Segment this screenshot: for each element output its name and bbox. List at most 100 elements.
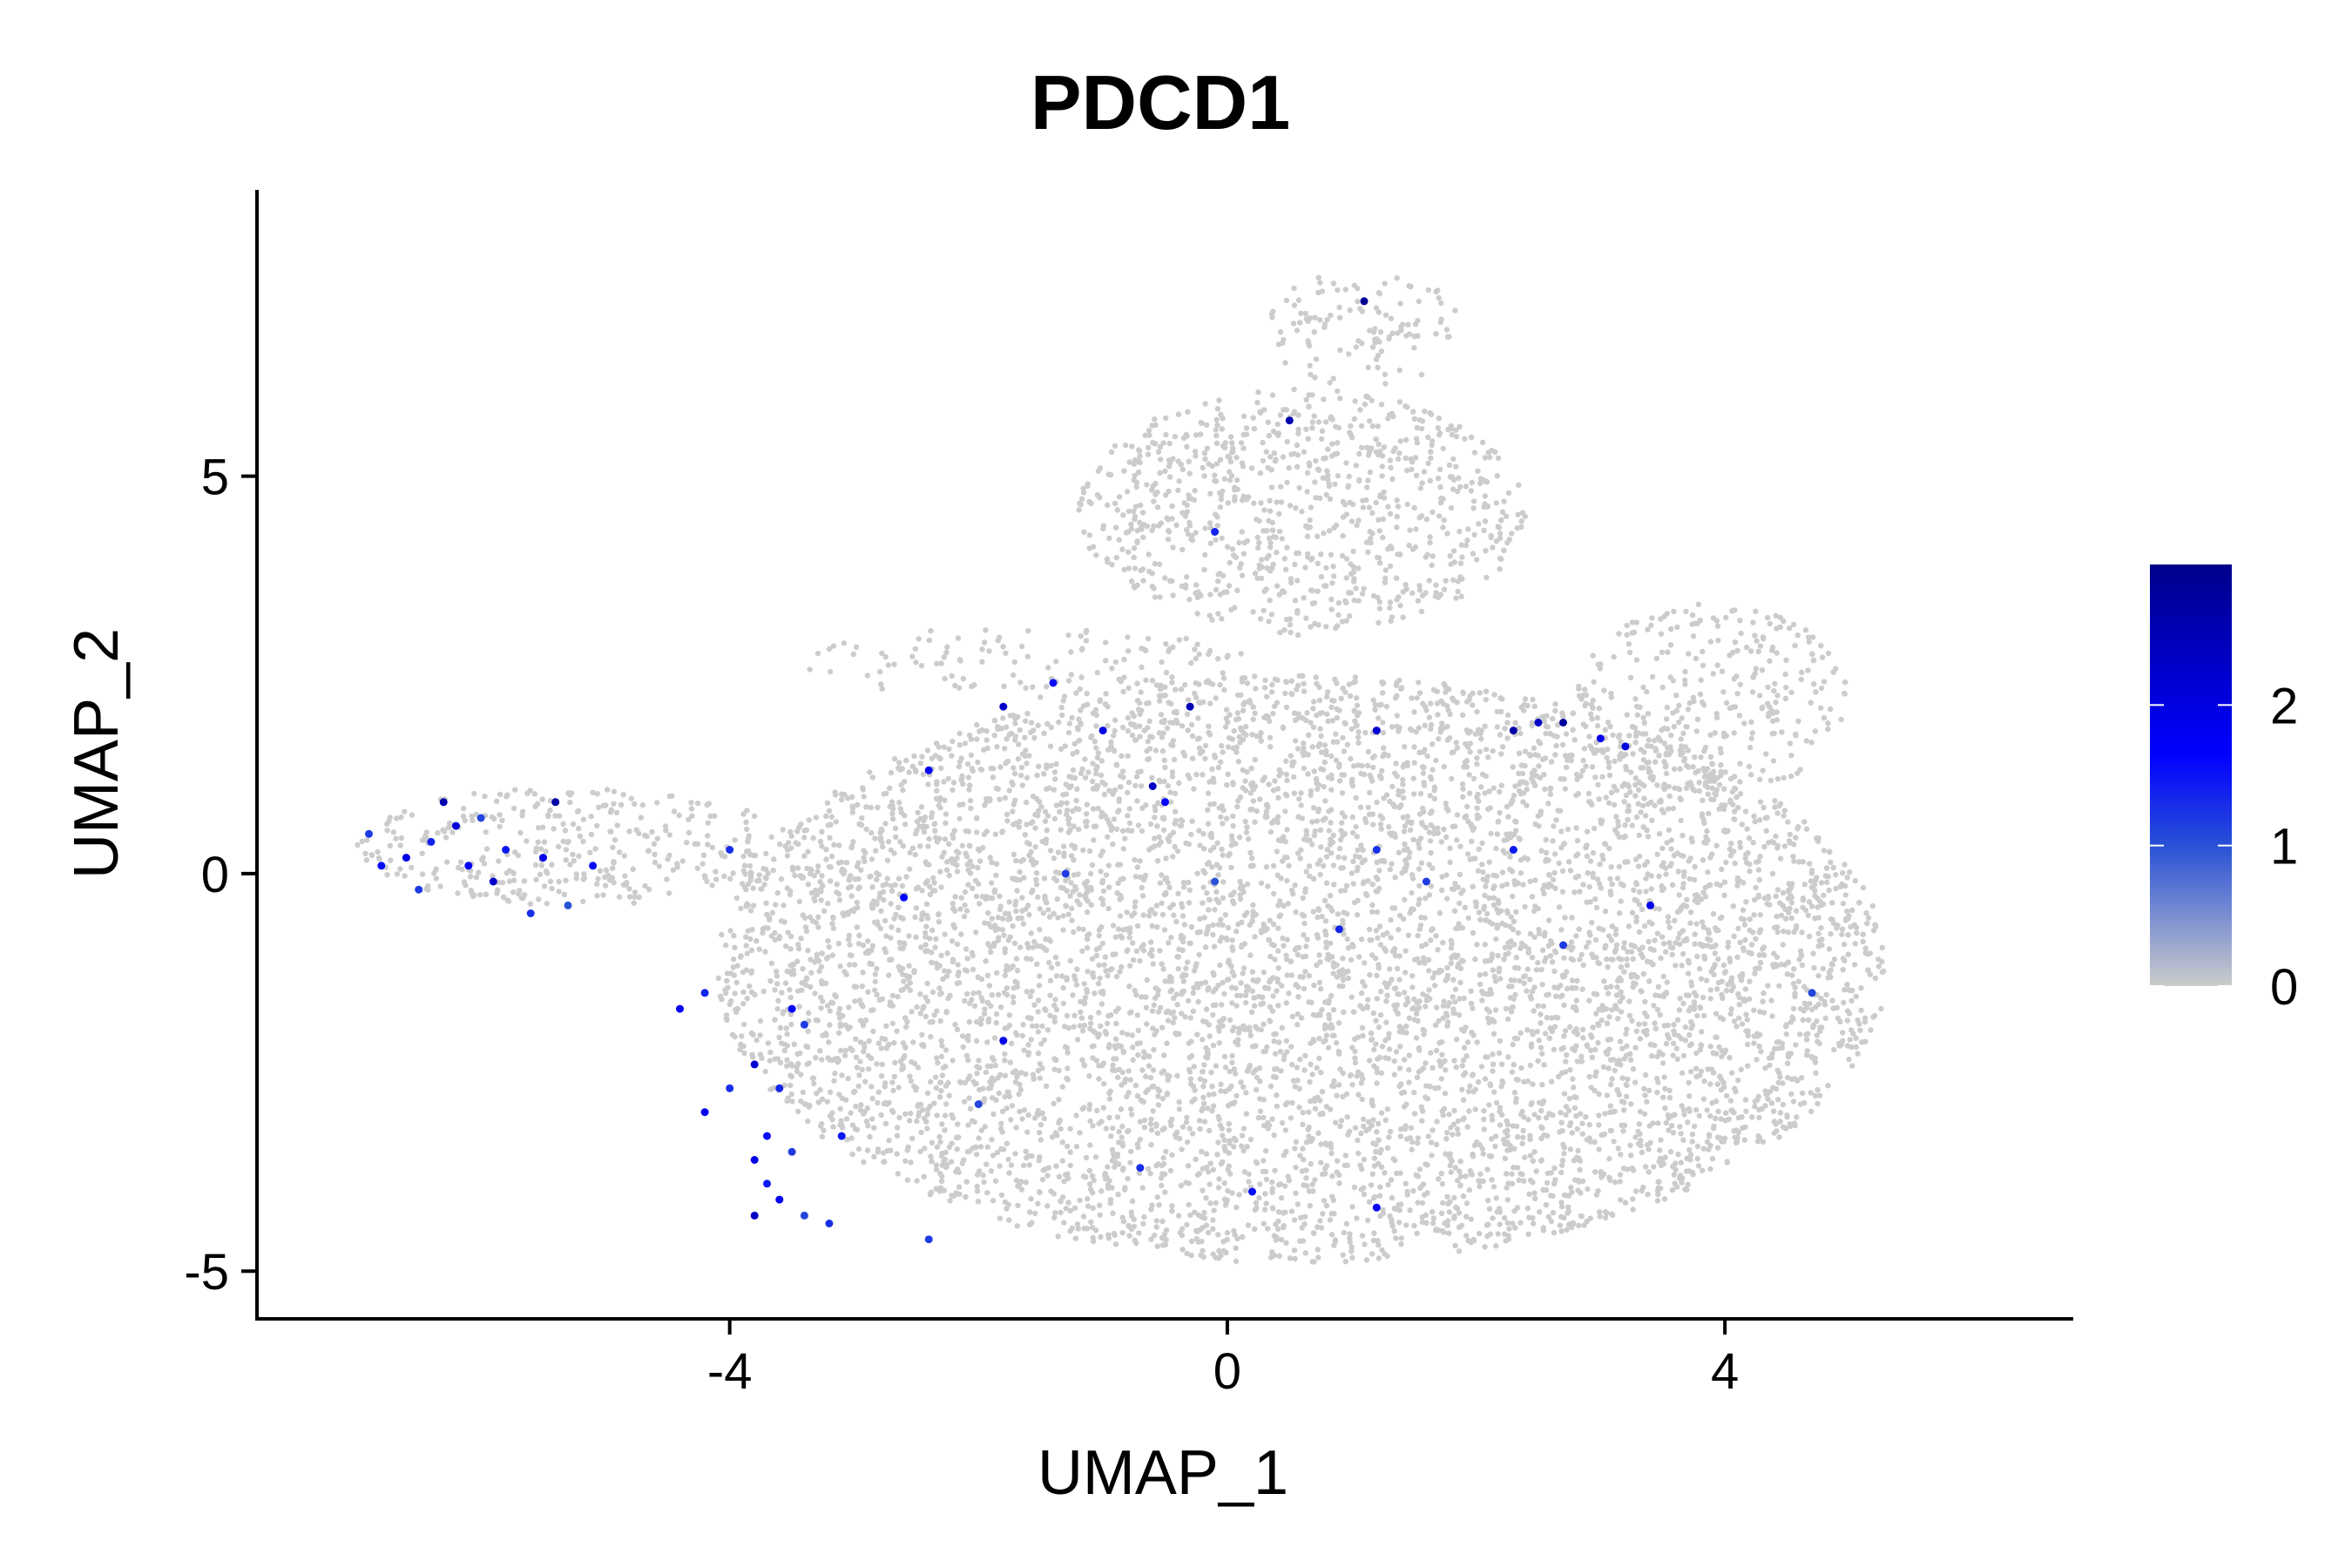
background-cell-point [818, 963, 825, 970]
background-cell-point [1369, 1037, 1375, 1044]
background-cell-point [1420, 764, 1426, 770]
background-cell-point [590, 789, 596, 795]
background-cell-point [1317, 827, 1324, 834]
background-cell-point [1357, 804, 1364, 810]
background-cell-point [1026, 911, 1032, 918]
background-cell-point [996, 1090, 1003, 1097]
background-cell-point [1371, 1046, 1377, 1053]
background-cell-point [1641, 923, 1648, 929]
background-cell-point [723, 990, 729, 997]
background-cell-point [1194, 1172, 1201, 1178]
background-cell-point [1732, 860, 1738, 867]
background-cell-point [760, 988, 767, 995]
background-cell-point [1486, 895, 1492, 902]
background-cell-point [1659, 934, 1666, 940]
background-cell-point [1173, 991, 1179, 997]
background-cell-point [483, 829, 489, 835]
background-cell-point [1602, 841, 1609, 848]
background-cell-point [1564, 1051, 1570, 1058]
background-cell-point [1449, 775, 1455, 782]
background-cell-point [970, 990, 977, 997]
background-cell-point [1403, 1222, 1409, 1228]
background-cell-point [837, 1021, 843, 1027]
background-cell-point [1311, 768, 1317, 774]
background-cell-point [1781, 928, 1787, 935]
background-cell-point [1267, 953, 1274, 960]
background-cell-point [1680, 832, 1686, 839]
background-cell-point [1206, 1127, 1213, 1134]
background-cell-point [611, 801, 617, 807]
background-cell-point [954, 855, 960, 862]
background-cell-point [1767, 1062, 1773, 1069]
background-cell-point [445, 824, 451, 831]
background-cell-point [1804, 1048, 1810, 1054]
background-cell-point [1608, 983, 1614, 990]
background-cell-point [1567, 868, 1574, 874]
background-cell-point [1529, 894, 1536, 900]
background-cell-point [1325, 689, 1331, 695]
background-cell-point [1342, 1259, 1349, 1265]
background-cell-point [1315, 781, 1322, 788]
background-cell-point [1205, 1105, 1211, 1112]
background-cell-point [596, 804, 602, 810]
background-cell-point [1456, 900, 1463, 907]
background-cell-point [394, 815, 400, 821]
background-cell-point [1761, 1010, 1767, 1016]
background-cell-point [1035, 1200, 1041, 1206]
background-cell-point [1022, 734, 1028, 740]
background-cell-point [1504, 720, 1511, 726]
background-cell-point [1423, 896, 1429, 902]
background-cell-point [375, 848, 381, 855]
background-cell-point [1470, 1005, 1476, 1011]
background-cell-point [563, 877, 569, 883]
background-cell-point [376, 855, 382, 862]
background-cell-point [1677, 941, 1683, 948]
background-cell-point [1348, 994, 1355, 1000]
background-cell-point [1477, 972, 1484, 978]
background-cell-point [999, 828, 1006, 835]
background-cell-point [1550, 876, 1557, 883]
background-cell-point [1344, 936, 1350, 943]
background-cell-point [1552, 701, 1558, 707]
background-cell-point [1719, 991, 1725, 998]
background-cell-point [1463, 1233, 1470, 1239]
background-cell-point [1455, 1118, 1462, 1125]
background-cell-point [576, 825, 582, 832]
background-cell-point [916, 823, 923, 829]
background-cell-point [602, 874, 608, 881]
background-cell-point [763, 900, 769, 907]
background-cell-point [1257, 796, 1263, 802]
background-cell-point [1622, 859, 1628, 865]
background-cell-point [1369, 754, 1376, 760]
background-cell-point [1515, 1077, 1521, 1083]
background-cell-point [1103, 1125, 1110, 1132]
background-cell-point [1497, 1105, 1504, 1111]
background-cell-point [1454, 812, 1461, 818]
background-cell-point [1237, 896, 1244, 902]
background-cell-point [1592, 1088, 1598, 1094]
background-cell-point [1099, 896, 1106, 903]
background-cell-point [1266, 781, 1272, 787]
background-cell-point [868, 856, 875, 862]
background-cell-point [1721, 892, 1727, 899]
background-cell-point [1453, 925, 1459, 932]
background-cell-point [1040, 1167, 1046, 1173]
background-cell-point [1600, 927, 1606, 933]
background-cell-point [713, 868, 719, 875]
background-cell-point [1127, 1010, 1133, 1016]
background-cell-point [1495, 819, 1501, 825]
background-cell-point [1724, 1159, 1731, 1165]
background-cell-point [1084, 801, 1091, 808]
background-cell-point [1808, 870, 1815, 876]
background-cell-point [1774, 954, 1781, 960]
background-cell-point [1472, 956, 1478, 963]
background-cell-point [788, 1091, 794, 1098]
background-cell-point [1087, 870, 1094, 877]
background-cell-point [1294, 746, 1301, 752]
background-cell-point [1558, 1228, 1565, 1234]
background-cell-point [747, 908, 754, 914]
background-cell-point [1375, 715, 1382, 721]
background-cell-point [1098, 852, 1104, 859]
background-cell-point [1189, 721, 1195, 728]
background-cell-point [1295, 711, 1302, 717]
